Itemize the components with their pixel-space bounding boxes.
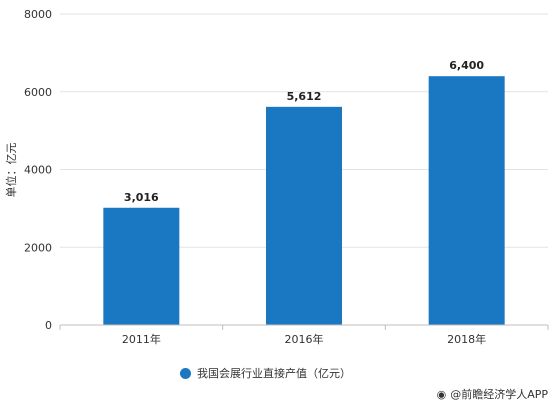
x-tick-label: 2011年	[122, 332, 161, 346]
logo-icon: ◉	[436, 387, 447, 401]
legend-label: 我国会展行业直接产值（亿元）	[197, 367, 351, 380]
source-text: @前瞻经济学人APP	[450, 388, 548, 401]
x-tick-label: 2018年	[447, 332, 486, 346]
x-tick-label: 2016年	[285, 332, 324, 346]
source-credit: ◉ @前瞻经济学人APP	[437, 386, 548, 402]
x-axis-ticks: 2011年 2016年 2018年	[59, 325, 549, 346]
y-axis-ticks: 0 2000 4000 6000 8000	[24, 8, 52, 332]
bar	[428, 76, 505, 325]
data-label: 5,612	[287, 90, 322, 103]
bars	[103, 76, 505, 325]
data-labels: 3,016 5,612 6,400	[124, 59, 484, 204]
bar	[266, 106, 342, 325]
data-label: 6,400	[449, 59, 484, 72]
y-tick-label: 6000	[24, 86, 52, 99]
legend-marker	[180, 367, 191, 379]
bar	[103, 207, 180, 325]
y-tick-label: 0	[45, 319, 52, 332]
legend: 我国会展行业直接产值（亿元）	[180, 365, 351, 381]
y-tick-label: 4000	[24, 164, 52, 177]
y-tick-label: 2000	[24, 241, 52, 254]
data-label: 3,016	[124, 191, 159, 204]
y-axis-label: 单位：亿元	[4, 143, 18, 198]
y-tick-label: 8000	[24, 8, 52, 21]
